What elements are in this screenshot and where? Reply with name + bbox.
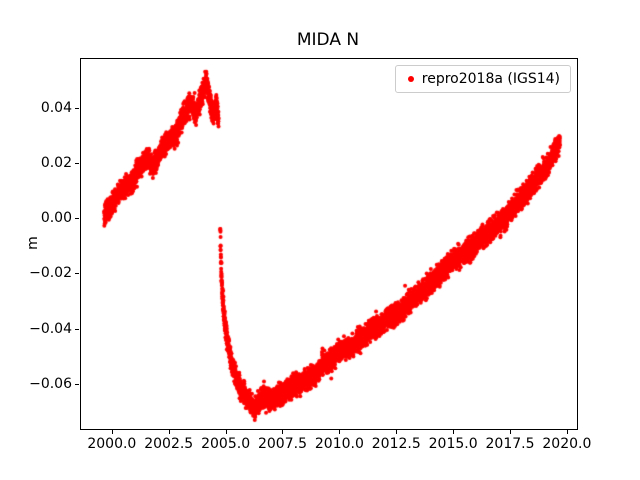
x-tick-label: 2015.0 <box>428 436 478 452</box>
x-tick-label: 2010.0 <box>314 436 364 452</box>
legend-marker-dot <box>407 76 414 82</box>
x-tick-mark <box>168 430 170 434</box>
y-tick-label: 0.04 <box>40 99 72 116</box>
y-tick-mark <box>75 328 79 330</box>
y-tick-label: −0.06 <box>29 375 72 392</box>
x-tick-mark <box>225 430 227 434</box>
chart-title: MIDA N <box>296 30 360 50</box>
x-tick-mark <box>453 430 455 434</box>
x-tick-label: 2020.0 <box>542 436 592 452</box>
x-tick-label: 2000.0 <box>87 436 137 452</box>
x-tick-mark <box>566 430 568 434</box>
x-tick-mark <box>510 430 512 434</box>
y-tick-label: 0.00 <box>40 210 72 227</box>
x-tick-mark <box>396 430 398 434</box>
legend-label: repro2018a (IGS14) <box>421 71 560 87</box>
legend: repro2018a (IGS14) <box>394 65 571 93</box>
y-tick-label: −0.02 <box>29 265 72 282</box>
scatter-canvas <box>81 59 577 429</box>
y-tick-label: 0.02 <box>40 154 72 171</box>
y-tick-mark <box>75 273 79 275</box>
x-tick-label: 2012.5 <box>371 436 421 452</box>
x-tick-label: 2007.5 <box>257 436 307 452</box>
x-tick-label: 2002.5 <box>144 436 194 452</box>
y-tick-mark <box>75 383 79 385</box>
x-tick-mark <box>282 430 284 434</box>
x-tick-mark <box>339 430 341 434</box>
plot-area: repro2018a (IGS14) <box>80 58 578 430</box>
x-tick-mark <box>111 430 113 434</box>
y-axis-label: m <box>25 236 41 250</box>
y-tick-mark <box>75 162 79 164</box>
y-tick-mark <box>75 218 79 220</box>
y-tick-mark <box>75 107 79 109</box>
y-tick-label: −0.04 <box>29 320 72 337</box>
x-tick-label: 2005.0 <box>201 436 251 452</box>
x-tick-label: 2017.5 <box>485 436 535 452</box>
